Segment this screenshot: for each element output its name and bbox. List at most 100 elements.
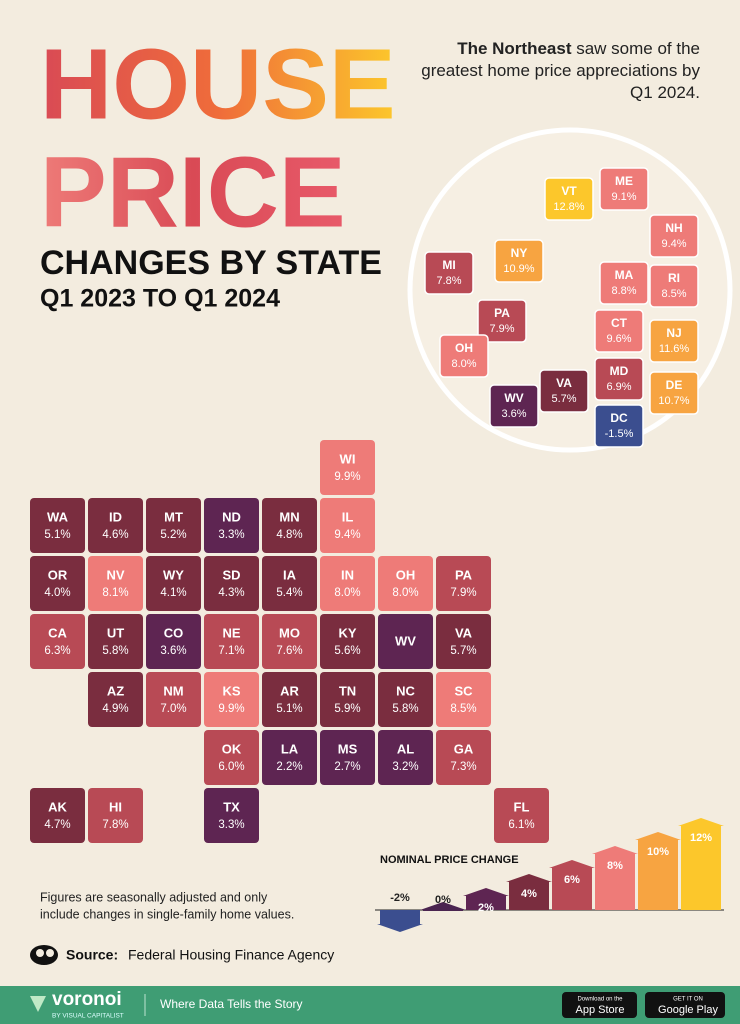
badge-small: GET IT ON: [673, 997, 703, 1003]
period: Q1 2023 TO Q1 2024: [40, 285, 280, 313]
legend-bar: [423, 910, 463, 911]
legend-label: 10%: [647, 846, 669, 858]
state-value: 3.2%: [392, 761, 418, 773]
state-value: 4.7%: [44, 819, 70, 831]
state-value: 9.9%: [334, 471, 360, 483]
legend-bar: [552, 868, 592, 910]
legend-arrow: [377, 924, 423, 932]
legend-arrow: [463, 888, 509, 896]
state-abbr: CA: [48, 625, 67, 640]
state-tile: [436, 614, 491, 669]
inset-tile: [424, 251, 474, 295]
inset-abbr: OH: [455, 341, 473, 355]
state-value: 5.2%: [160, 529, 186, 541]
app-store-badge[interactable]: [562, 992, 637, 1018]
state-tile: [146, 614, 201, 669]
state-value: 6.3%: [44, 645, 70, 657]
inset-tile: [494, 239, 544, 283]
state-value: 4.8%: [276, 529, 302, 541]
state-tile: [378, 672, 433, 727]
state-tile: [320, 440, 375, 495]
state-value: 9.9%: [218, 703, 244, 715]
state-abbr: OK: [222, 741, 242, 756]
state-tile: [204, 614, 259, 669]
legend-arrow: [592, 846, 638, 854]
inset-abbr: NY: [511, 246, 528, 260]
state-abbr: WV: [395, 633, 416, 648]
state-value: 3.3%: [218, 529, 244, 541]
map: WA 5.1% OR 4.0% CA 6.3% NV 8.1% ID 4.6% MT 5.2% WY 4.…: [30, 440, 549, 843]
state-abbr: MN: [279, 509, 299, 524]
state-tile: [30, 614, 85, 669]
state-abbr: SD: [222, 567, 240, 582]
legend-arrow: [506, 874, 552, 882]
legend-title: NOMINAL PRICE CHANGE: [380, 854, 519, 866]
inset-abbr: MA: [615, 268, 634, 282]
state-tile: [204, 672, 259, 727]
state-abbr: HI: [109, 799, 122, 814]
inset-abbr: ME: [615, 174, 633, 188]
state-value: 4.0%: [44, 587, 70, 599]
state-value: 7.1%: [218, 645, 244, 657]
inset-tile: [594, 404, 644, 448]
state-tile: [88, 672, 143, 727]
state-tile: [88, 556, 143, 611]
state-abbr: IL: [342, 509, 354, 524]
state-value: 6.0%: [218, 761, 244, 773]
state-value: 5.1%: [276, 703, 302, 715]
google-play-badge[interactable]: [645, 992, 725, 1018]
state-value: 5.8%: [102, 645, 128, 657]
state-tile: [378, 556, 433, 611]
inset-tile: [539, 369, 589, 413]
state-tile: [378, 614, 433, 669]
state-value: 6.1%: [508, 819, 534, 831]
state-value: 8.0%: [334, 587, 360, 599]
state-value: 5.7%: [450, 645, 476, 657]
state-abbr: AR: [280, 683, 299, 698]
inset-value: 3.6%: [501, 408, 526, 420]
inset-abbr: DE: [666, 378, 683, 392]
state-value: 8.5%: [450, 703, 476, 715]
state-tile: [204, 556, 259, 611]
inset-abbr: NJ: [666, 326, 681, 340]
legend-label: 2%: [478, 902, 494, 914]
state-value: 7.9%: [450, 587, 476, 599]
inset-circle: [407, 127, 733, 453]
state-tile: [262, 614, 317, 669]
state-abbr: ID: [109, 509, 122, 524]
state-tile: [146, 498, 201, 553]
intro-lead: The Northeast: [457, 39, 572, 58]
state-value: 5.4%: [276, 587, 302, 599]
state-tile: [378, 730, 433, 785]
legend-bar: [638, 840, 678, 910]
state-tile: [436, 730, 491, 785]
title-line-1: HOUSE: [40, 28, 396, 140]
state-abbr: GA: [454, 741, 474, 756]
state-value: 5.9%: [334, 703, 360, 715]
state-value: 5.6%: [334, 645, 360, 657]
state-value: 2.2%: [276, 761, 302, 773]
state-tile: [320, 498, 375, 553]
state-tile: [204, 730, 259, 785]
state-value: 3.6%: [160, 645, 186, 657]
state-value: 8.1%: [102, 587, 128, 599]
state-abbr: CO: [164, 625, 184, 640]
state-abbr: KY: [338, 625, 356, 640]
legend-arrow: [678, 818, 724, 826]
state-abbr: KS: [222, 683, 240, 698]
legend: NOMINAL PRICE CHANGE -2% 0% 2% 4% 6% 8% 10% 12%: [375, 818, 724, 932]
state-tile: [320, 614, 375, 669]
state-tile: [262, 730, 317, 785]
inset-abbr: VA: [556, 376, 572, 390]
inset-tile: [649, 319, 699, 363]
legend-label: 0%: [435, 894, 451, 906]
state-value: 4.1%: [160, 587, 186, 599]
legend-bar: [466, 896, 506, 910]
inset-tile: [649, 264, 699, 308]
state-value: 4.6%: [102, 529, 128, 541]
inset-value: 9.4%: [661, 238, 686, 250]
inset-value: 11.6%: [659, 343, 690, 355]
state-tile: [146, 556, 201, 611]
inset-value: 12.8%: [553, 201, 584, 213]
